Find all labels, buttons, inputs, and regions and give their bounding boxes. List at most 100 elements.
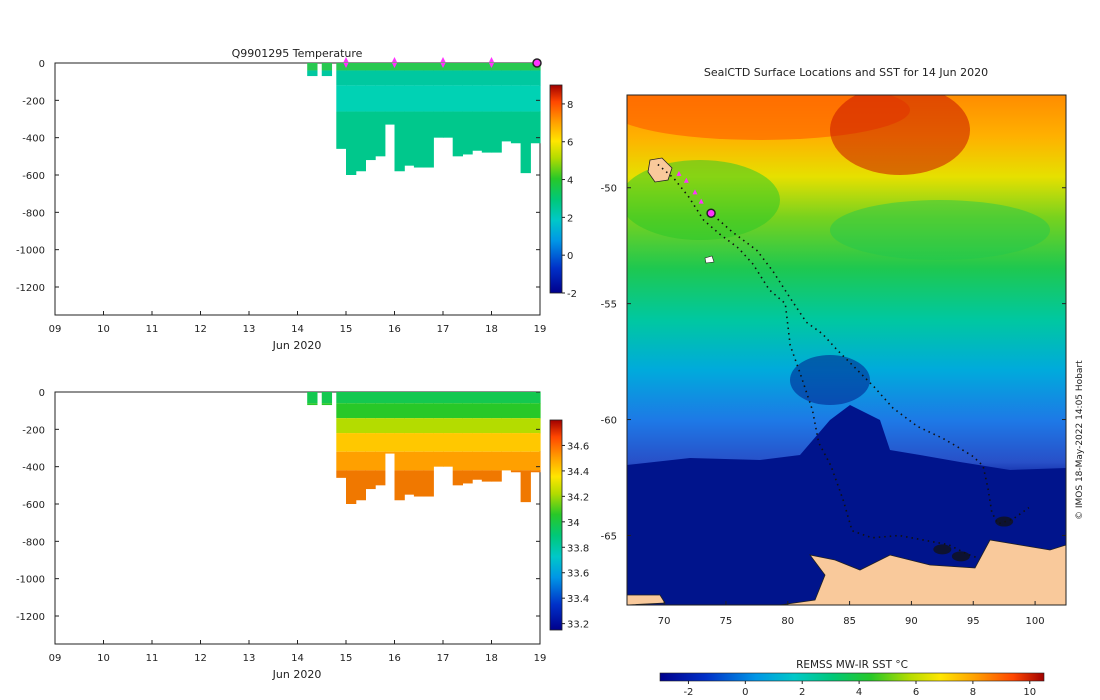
profile-cell — [336, 392, 347, 404]
y-tick-label: -1000 — [16, 575, 45, 586]
profile-cell — [394, 63, 405, 71]
profile-cell — [462, 392, 473, 404]
profile-cell — [384, 111, 396, 125]
profile-cell — [452, 403, 463, 419]
profile-cell — [462, 433, 473, 452]
map-y-tick-label: -60 — [601, 416, 617, 427]
profile-cell — [365, 418, 376, 434]
profile-cell — [462, 470, 473, 484]
colorbar-tick-label: 33.6 — [567, 569, 589, 580]
sst-map-field — [627, 95, 1066, 605]
profile-cell — [375, 451, 386, 471]
profile-cell — [530, 70, 541, 86]
profile-cell — [481, 392, 493, 404]
profile-cell — [433, 433, 444, 452]
profile-cell — [336, 433, 347, 452]
profile-cell — [307, 392, 318, 404]
profile-cell — [433, 63, 444, 71]
y-tick-label: -1200 — [16, 283, 45, 294]
profile-cell — [481, 403, 493, 419]
colorbar-tick-label: 6 — [913, 687, 919, 698]
profile-cell — [423, 70, 434, 86]
profile-cell — [336, 70, 347, 86]
profile-cell — [443, 111, 454, 138]
dive-cluster — [933, 544, 952, 555]
profile-cell — [365, 470, 376, 490]
map-x-tick-label: 75 — [720, 616, 733, 627]
y-tick-label: -800 — [22, 208, 45, 219]
y-tick-label: -800 — [22, 537, 45, 548]
profile-cell — [472, 392, 483, 404]
surface-marker — [343, 57, 349, 68]
profile-cell — [384, 403, 396, 419]
x-tick-label: 19 — [534, 653, 547, 664]
temperature-profile-bars — [307, 63, 541, 175]
track-marker — [683, 177, 689, 183]
x-tick-label: 15 — [340, 653, 353, 664]
sst-map-x-axis: 70 75 80 85 90 95 100 — [658, 601, 1045, 627]
sst-map-panel: SealCTD Surface Locations and SST for 14… — [601, 66, 1085, 698]
profile-cell — [443, 70, 454, 86]
profile-cell — [321, 70, 333, 77]
x-tick-label: 16 — [388, 324, 401, 335]
profile-cell — [404, 403, 415, 419]
sst-map-title: SealCTD Surface Locations and SST for 14… — [704, 66, 988, 79]
x-tick-label: 17 — [437, 653, 450, 664]
profile-cell — [346, 70, 357, 86]
profile-cell — [404, 70, 415, 86]
profile-cell — [452, 451, 463, 471]
profile-cell — [433, 111, 444, 138]
profile-cell — [413, 403, 425, 419]
profile-cell — [404, 470, 415, 495]
profile-cell — [491, 451, 502, 471]
profile-cell — [346, 433, 357, 452]
colorbar-tick-label: 4 — [856, 687, 862, 698]
map-x-tick-label: 100 — [1026, 616, 1045, 627]
profile-cell — [472, 451, 483, 471]
profile-cell — [501, 111, 512, 142]
antarctic-coastline — [627, 539, 1066, 605]
profile-cell — [413, 451, 425, 471]
profile-cell — [491, 70, 502, 86]
x-tick-label: 09 — [49, 653, 62, 664]
profile-cell — [452, 63, 463, 71]
profile-cell — [472, 403, 483, 419]
colorbar-tick-label: 33.8 — [567, 543, 589, 554]
profile-cell — [384, 70, 396, 86]
x-tick-label: 11 — [146, 324, 159, 335]
profile-cell — [501, 451, 512, 471]
profile-cell — [472, 418, 483, 434]
profile-cell — [510, 111, 522, 144]
profile-cell — [491, 433, 502, 452]
profile-cell — [423, 418, 434, 434]
profile-cell — [510, 392, 522, 404]
profile-cell — [520, 451, 531, 471]
profile-cell — [481, 85, 493, 112]
colorbar-tick-label: 8 — [567, 100, 573, 111]
profile-cell — [510, 451, 522, 471]
profile-cell — [491, 403, 502, 419]
profile-cell — [346, 63, 357, 71]
profile-cell — [452, 85, 463, 112]
map-x-tick-label: 85 — [843, 616, 856, 627]
temperature-colorbar-ticks: -2 0 2 4 6 8 — [562, 100, 577, 300]
profile-cell — [510, 85, 522, 112]
temperature-x-label: Jun 2020 — [272, 339, 322, 352]
profile-cell — [355, 70, 366, 86]
colorbar-tick-label: 0 — [742, 687, 748, 698]
profile-cell — [413, 85, 425, 112]
temperature-section-panel: Q9901295 Temperature 0 -200 -400 -600 -800 -1… — [16, 47, 577, 352]
colorbar-tick-label: 2 — [567, 213, 573, 224]
temperature-x-axis: 09 10 11 12 13 14 15 16 17 18 19 — [49, 311, 546, 335]
profile-cell — [520, 85, 531, 112]
profile-cell — [394, 418, 405, 434]
profile-cell — [501, 433, 512, 452]
sst-map-y-axis: -50 -55 -60 -65 — [601, 184, 1066, 542]
profile-cell — [404, 63, 415, 71]
temperature-colorbar — [549, 84, 563, 294]
salinity-colorbar-ticks: 33.2 33.4 33.6 33.8 34 34.2 34.4 34.6 — [562, 441, 589, 631]
profile-cell — [452, 433, 463, 452]
profile-cell — [510, 70, 522, 86]
y-tick-label: 0 — [39, 59, 45, 70]
profile-cell — [336, 63, 347, 71]
